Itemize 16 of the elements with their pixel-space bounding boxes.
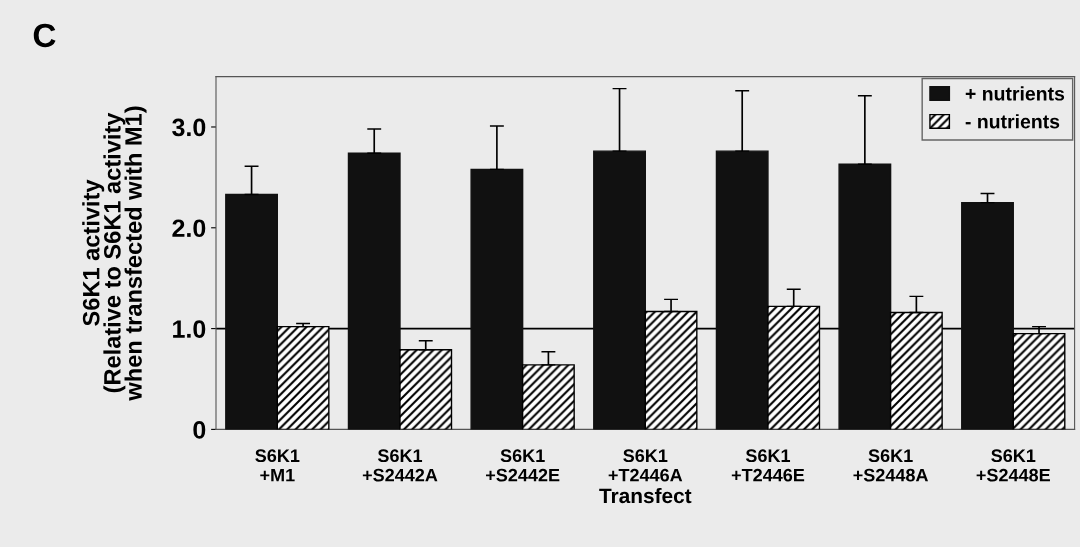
x-tick-label: S6K1 +M1 (255, 449, 300, 482)
y-tick-label: 1.0 (173, 320, 206, 338)
y-tick-label: 0 (193, 421, 206, 439)
x-tick-label: S6K1 +T2446E (731, 449, 805, 482)
y-tick-label: 2.0 (172, 219, 206, 238)
x-tick-label: S6K1 +T2446A (608, 449, 683, 482)
chart-title: C (33, 23, 56, 48)
legend-label: + nutrients (965, 86, 1065, 101)
x-tick-label: S6K1 +S2448A (853, 449, 929, 482)
y-axis-title: S6K1 activity (Relative to S6K1 activity when transfected with M1) (82, 106, 147, 401)
x-tick-label: S6K1 +S2442E (486, 449, 560, 482)
x-tick-label: S6K1 +S2442A (362, 449, 438, 482)
legend-label: - nutrients (965, 114, 1060, 129)
y-tick-label: 3.0 (172, 118, 206, 137)
x-tick-label: S6K1 +S2448E (976, 449, 1050, 482)
x-axis-title: Transfect (599, 487, 692, 504)
